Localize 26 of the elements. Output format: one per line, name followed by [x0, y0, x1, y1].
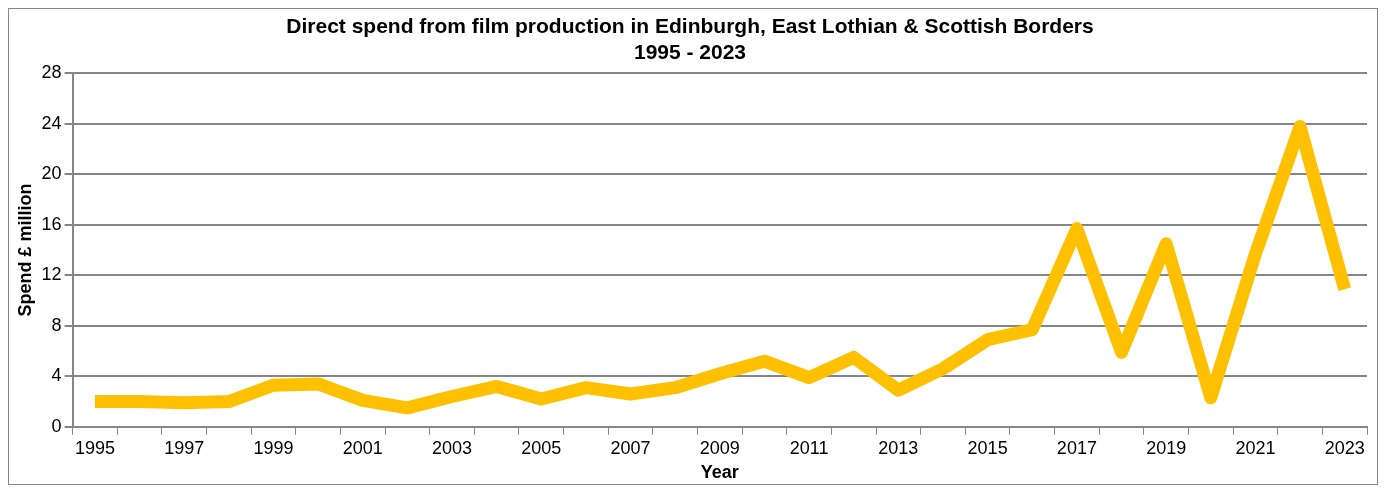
x-tick-label: 1995 [74, 437, 115, 458]
x-tick-label: 2003 [431, 437, 473, 458]
x-tick-label: 2011 [789, 437, 829, 458]
x-tick-label: 2005 [521, 437, 562, 458]
x-tick-label: 1997 [164, 437, 205, 458]
y-tick-label: 28 [41, 62, 62, 83]
x-tick-label: 2015 [967, 437, 1008, 458]
x-tick-label: 2019 [1146, 437, 1187, 458]
y-tick-label: 24 [41, 112, 62, 133]
y-tick-label: 0 [51, 415, 62, 436]
x-tick-label: 2021 [1235, 437, 1276, 458]
x-tick-label: 2013 [878, 437, 919, 458]
x-axis-title: Year [700, 462, 739, 483]
chart-title: Direct spend from film production in Edinburgh, East Lothian & Scottish Borders 1995 - 2023 [286, 14, 1094, 63]
x-tick-label: 1999 [253, 437, 294, 458]
x-tick-label: 2009 [699, 437, 740, 458]
x-tick-label: 2017 [1056, 437, 1097, 458]
y-tick-label: 20 [41, 163, 62, 184]
x-tick-label: 2001 [342, 437, 383, 458]
y-tick-label: 8 [51, 314, 62, 335]
y-tick-label: 16 [41, 213, 62, 234]
x-tick-label: 2007 [610, 437, 651, 458]
x-tick-label: 2023 [1324, 437, 1365, 458]
y-tick-label: 12 [41, 264, 62, 285]
y-tick-label: 4 [51, 365, 62, 386]
y-axis-title: Spend £ million [14, 183, 35, 317]
